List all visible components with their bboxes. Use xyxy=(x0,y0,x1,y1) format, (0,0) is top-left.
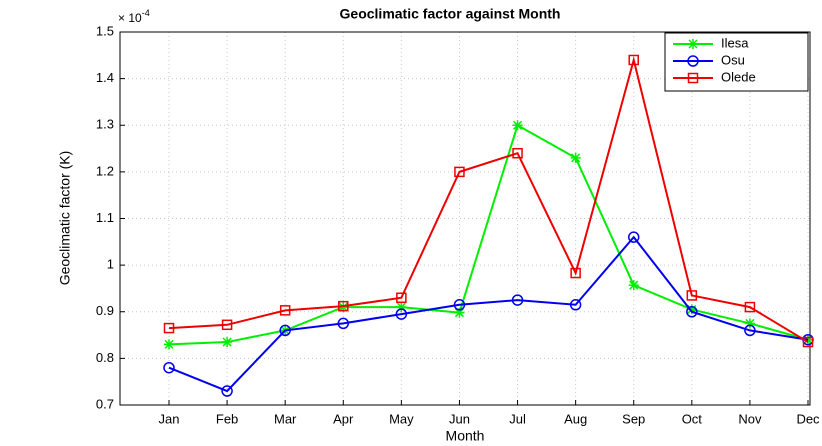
series-line xyxy=(168,235,809,393)
x-tick-label: Jul xyxy=(509,411,526,426)
marker-shape xyxy=(163,361,175,374)
marker xyxy=(512,120,523,131)
y-tick-label: 1.3 xyxy=(96,117,114,132)
marker xyxy=(628,280,639,291)
marker-shape xyxy=(571,153,581,163)
marker-shape xyxy=(221,319,233,331)
marker xyxy=(570,267,581,279)
marker xyxy=(454,166,465,178)
y-tick-label: 1 xyxy=(107,257,114,272)
marker xyxy=(686,306,698,318)
marker-shape xyxy=(744,324,756,337)
marker xyxy=(570,152,581,163)
marker-shape xyxy=(569,299,582,311)
marker-shape xyxy=(687,72,699,84)
x-tick-label: Sep xyxy=(622,411,645,426)
marker-shape xyxy=(570,267,581,279)
marker-shape xyxy=(686,306,698,318)
marker-shape xyxy=(221,385,233,397)
y-scale-exponent: -4 xyxy=(142,8,150,18)
x-axis-label: Month xyxy=(446,428,485,444)
marker-shape xyxy=(279,324,291,337)
marker-shape xyxy=(802,336,814,348)
marker xyxy=(338,300,349,312)
legend: Ilesa Osu Olede xyxy=(664,32,809,92)
legend-label: Olede xyxy=(721,69,756,84)
y-scale-base: × 10 xyxy=(118,11,142,25)
marker xyxy=(688,39,698,49)
marker-shape xyxy=(338,300,349,312)
x-tick-label: Mar xyxy=(274,411,297,426)
marker-shape xyxy=(396,292,407,304)
y-tick-label: 1.4 xyxy=(96,70,114,85)
marker-shape xyxy=(627,231,640,243)
x-tick-label: Feb xyxy=(216,411,238,426)
x-tick-label: Oct xyxy=(682,411,703,426)
marker-shape xyxy=(454,166,465,178)
series-line xyxy=(168,55,809,343)
plot-frame xyxy=(119,31,811,406)
y-tick-label: 1.2 xyxy=(96,163,114,178)
marker xyxy=(279,305,291,316)
marker-shape xyxy=(688,39,698,49)
x-tick-label: Aug xyxy=(564,411,587,426)
marker xyxy=(686,290,698,301)
marker-shape xyxy=(628,54,639,66)
marker xyxy=(511,294,524,306)
marker-shape xyxy=(164,339,174,349)
marker-shape xyxy=(453,299,466,311)
y-scale: × 10-4 xyxy=(118,8,150,25)
marker xyxy=(337,317,350,330)
marker xyxy=(628,54,639,66)
marker xyxy=(279,324,291,337)
marker xyxy=(164,339,174,350)
marker xyxy=(687,72,699,84)
x-tick-label: Apr xyxy=(333,411,354,426)
marker-shape xyxy=(222,337,232,347)
marker-shape xyxy=(454,308,464,318)
y-tick-label: 0.7 xyxy=(96,396,114,411)
marker xyxy=(395,308,408,320)
marker-shape xyxy=(337,317,350,330)
y-tick-label: 1.5 xyxy=(96,23,114,38)
x-tick-label: May xyxy=(389,411,414,426)
x-tick-label: Nov xyxy=(738,411,762,426)
x-tick-label: Jun xyxy=(449,411,470,426)
marker xyxy=(396,292,407,304)
x-tick-label: Dec xyxy=(796,411,820,426)
marker-shape xyxy=(744,301,756,313)
marker xyxy=(512,147,523,159)
x-tick-label: Jan xyxy=(159,411,180,426)
marker-shape xyxy=(163,322,175,334)
marker-shape xyxy=(279,305,291,316)
series-line xyxy=(168,123,809,346)
marker-shape xyxy=(511,294,524,306)
legend-label: Ilesa xyxy=(721,35,749,50)
chart-title: Geoclimatic factor against Month xyxy=(340,6,561,22)
marker xyxy=(453,299,466,311)
y-axis-label: Geoclimatic factor (K) xyxy=(57,151,73,286)
marker xyxy=(687,55,699,67)
y-tick-label: 0.8 xyxy=(96,350,114,365)
legend-label: Osu xyxy=(721,52,745,67)
marker-shape xyxy=(687,55,699,67)
marker xyxy=(627,231,640,243)
marker xyxy=(744,301,756,313)
marker xyxy=(221,319,233,331)
marker xyxy=(163,322,175,334)
marker-shape xyxy=(629,280,639,290)
marker-shape xyxy=(686,290,698,301)
marker xyxy=(744,324,756,337)
marker-shape xyxy=(512,147,523,159)
marker xyxy=(163,361,175,374)
marker xyxy=(221,385,233,397)
marker xyxy=(569,299,582,311)
y-tick-label: 1.1 xyxy=(96,210,114,225)
y-tick-label: 0.9 xyxy=(96,303,114,318)
marker-shape xyxy=(395,308,408,320)
marker-shape xyxy=(513,120,523,130)
marker xyxy=(222,337,233,348)
marker xyxy=(802,336,814,348)
